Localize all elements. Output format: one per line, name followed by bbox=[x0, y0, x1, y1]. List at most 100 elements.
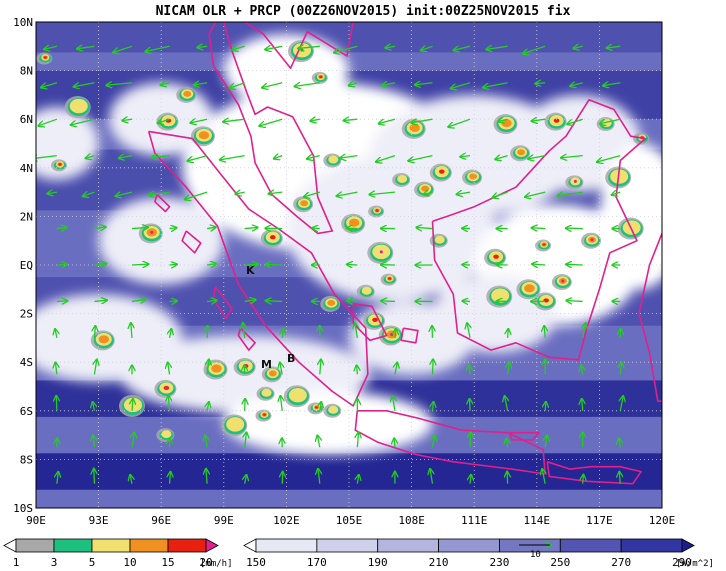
wind-vector bbox=[448, 118, 471, 127]
wind-vector bbox=[265, 264, 283, 265]
wind-vector bbox=[393, 396, 395, 411]
clear-area bbox=[36, 107, 99, 180]
precip-cell bbox=[64, 96, 91, 119]
wind-vector bbox=[320, 359, 321, 375]
lat-tick-label: 4N bbox=[20, 162, 33, 175]
wind-vector bbox=[507, 438, 508, 448]
wind-vector bbox=[411, 119, 433, 123]
olr-tick-label: 190 bbox=[368, 556, 388, 569]
wind-vector bbox=[505, 396, 508, 411]
precip-cell bbox=[429, 233, 448, 248]
wind-vector bbox=[295, 83, 320, 87]
figure-title: NICAM OLR + PRCP (00Z26NOV2015) init:00Z… bbox=[156, 4, 571, 19]
coastline bbox=[508, 431, 540, 441]
precip-cell bbox=[544, 112, 567, 131]
wind-vector bbox=[94, 469, 95, 484]
wind-vector bbox=[432, 435, 434, 448]
lat-tick-label: 8S bbox=[20, 453, 33, 466]
wind-vector bbox=[122, 119, 133, 120]
place-labels: K M B bbox=[246, 264, 295, 371]
precip-cell bbox=[392, 172, 411, 187]
wind-vector bbox=[451, 82, 471, 89]
wind-vector bbox=[245, 475, 247, 484]
wind-vector bbox=[262, 82, 283, 88]
wind-vector bbox=[349, 83, 358, 86]
wind-vector bbox=[561, 156, 583, 158]
wind-vector bbox=[566, 264, 583, 265]
olr-swatch bbox=[316, 538, 379, 553]
clear-area bbox=[98, 196, 224, 285]
wind-vector bbox=[131, 264, 148, 265]
precip-cell bbox=[221, 414, 248, 437]
lat-tick-label: 10S bbox=[13, 502, 33, 515]
wind-vector bbox=[185, 191, 208, 199]
wind-vector bbox=[347, 264, 358, 265]
wind-vector bbox=[583, 323, 586, 339]
wind-vector bbox=[312, 228, 320, 229]
precip-colorbar: 1 3 5 10 15 20 bbox=[3, 538, 219, 569]
wind-vector bbox=[307, 156, 320, 159]
precip-low-triangle bbox=[3, 538, 17, 553]
olr-tick-label: 170 bbox=[307, 556, 327, 569]
wind-vector bbox=[415, 83, 433, 85]
wind-vector bbox=[469, 365, 470, 375]
wind-vector bbox=[454, 46, 471, 50]
precip-cell bbox=[380, 273, 397, 286]
wind-vector bbox=[523, 45, 546, 53]
wind-vector bbox=[245, 432, 247, 448]
wind-vector bbox=[620, 362, 621, 375]
olr-low-triangle bbox=[243, 538, 257, 553]
precip-cell bbox=[429, 163, 452, 182]
precip-cell bbox=[565, 175, 584, 190]
precip-cell bbox=[293, 196, 314, 213]
wind-vector bbox=[344, 119, 358, 120]
precip-cell bbox=[535, 239, 552, 252]
wind-vector bbox=[207, 264, 216, 265]
wind-vector bbox=[194, 83, 208, 85]
wind-vector bbox=[620, 396, 623, 411]
wind-vector bbox=[340, 156, 358, 159]
wind-vector bbox=[243, 323, 245, 338]
lat-tick-label: EQ bbox=[20, 259, 33, 272]
coastline bbox=[638, 233, 662, 402]
wind-vectors bbox=[36, 45, 623, 484]
precip-high-triangle bbox=[205, 538, 219, 553]
lat-tick-label: 10N bbox=[13, 16, 33, 29]
wind-vector bbox=[71, 118, 95, 125]
wind-vector bbox=[498, 119, 508, 121]
olr-tick-label: 290 bbox=[672, 556, 692, 569]
wind-vector bbox=[152, 156, 170, 158]
wind-vector bbox=[113, 45, 133, 52]
wind-vector bbox=[86, 156, 95, 159]
olr-tick-label: 270 bbox=[611, 556, 631, 569]
lat-tick-label: 8N bbox=[20, 65, 33, 78]
lon-tick-label: 120E bbox=[649, 514, 676, 527]
wind-vector bbox=[94, 360, 96, 375]
wind-vector bbox=[603, 83, 621, 86]
lon-tick-label: 96E bbox=[151, 514, 171, 527]
wind-vector bbox=[355, 323, 357, 339]
label-m: M bbox=[261, 358, 272, 371]
olr-swatch bbox=[559, 538, 622, 553]
wind-vector bbox=[145, 45, 170, 51]
lat-tick-label: 6S bbox=[20, 405, 33, 418]
wind-vector bbox=[395, 363, 397, 375]
coastline bbox=[212, 286, 233, 320]
precip-cell bbox=[50, 159, 67, 172]
wind-vector bbox=[93, 435, 94, 448]
wind-vector bbox=[566, 301, 583, 302]
precip-cell bbox=[176, 86, 197, 103]
wind-vector bbox=[57, 472, 58, 484]
olr-swatch bbox=[438, 538, 500, 553]
lon-tick-label: 108E bbox=[398, 514, 425, 527]
precip-unit: [mm/h] bbox=[200, 559, 233, 569]
precip-cell bbox=[368, 205, 385, 218]
map-panel: K M B bbox=[36, 22, 662, 508]
wind-vector bbox=[280, 396, 282, 411]
olr-tick-label: 210 bbox=[429, 556, 449, 569]
wind-vector bbox=[394, 438, 395, 448]
wind-vector bbox=[158, 119, 170, 123]
precip-swatch bbox=[167, 538, 207, 553]
wind-vector bbox=[244, 300, 256, 302]
